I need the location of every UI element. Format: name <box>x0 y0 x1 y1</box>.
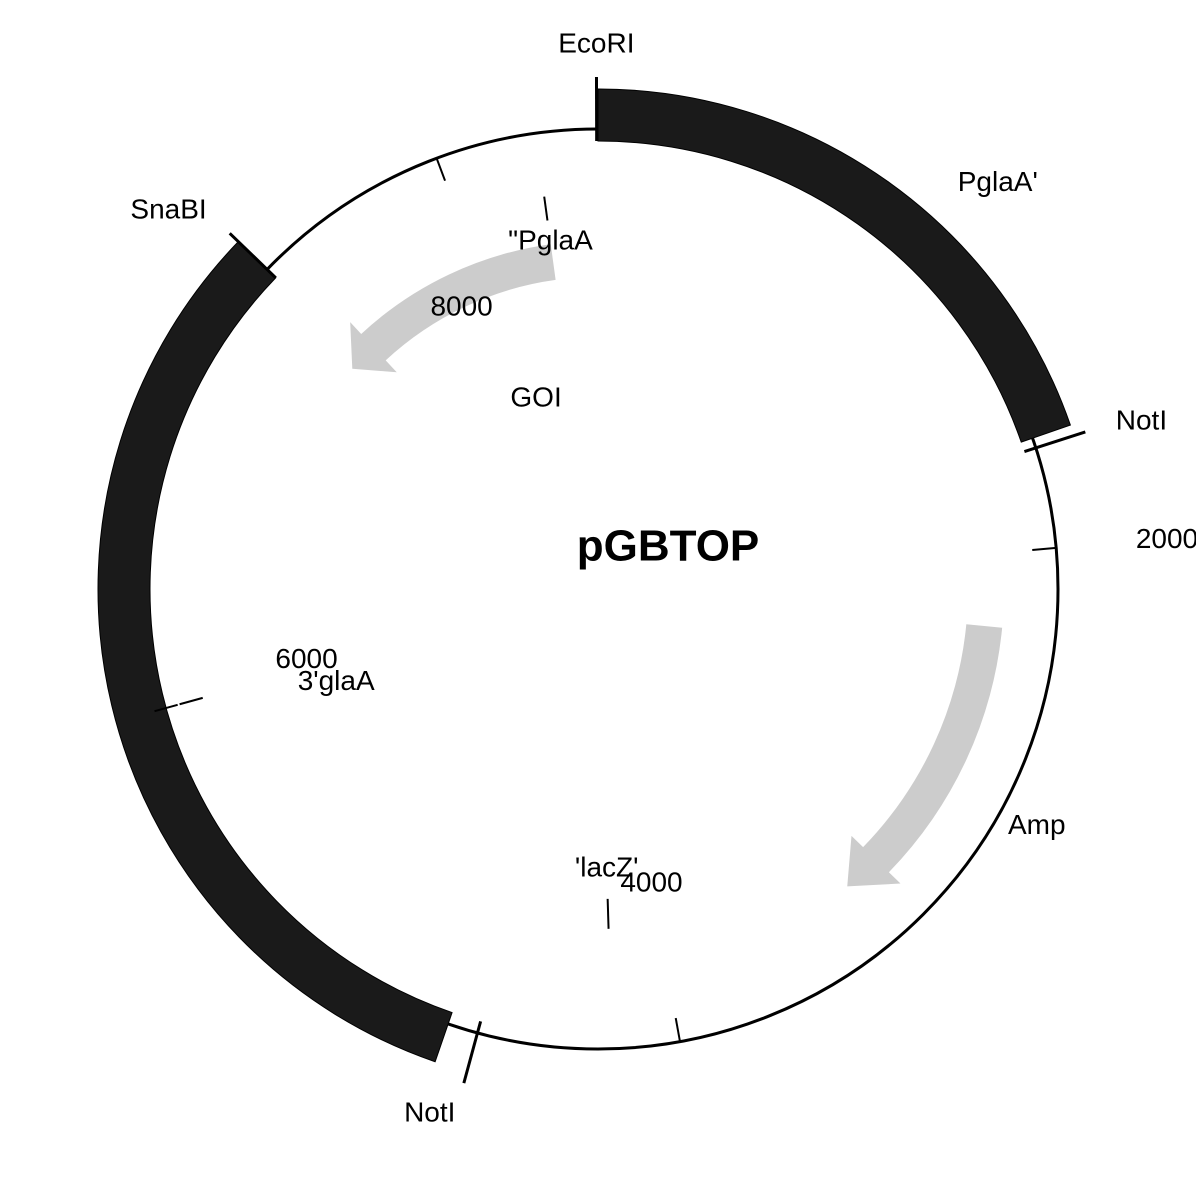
lbl-pglaa-quote: "PglaA <box>508 225 593 256</box>
arrow-amp-label: Amp <box>1008 809 1066 840</box>
bp-tick-8000: 8000 <box>430 290 492 321</box>
plasmid-title: pGBTOP <box>577 522 760 571</box>
bp-tick-2000: 2000 <box>1136 523 1196 554</box>
lbl-lacz: 'lacZ' <box>575 851 639 882</box>
site-snabi-label: SnaBI <box>130 193 206 224</box>
arc-pglaa-label: PglaA' <box>958 166 1038 197</box>
site-noti-2-label: NotI <box>404 1096 455 1127</box>
arrow-goi-label: GOI <box>510 382 561 413</box>
site-ecori-label: EcoRI <box>558 27 634 58</box>
arc-3glaa-label: 3'glaA <box>298 665 375 696</box>
site-noti-1-label: NotI <box>1116 405 1167 436</box>
